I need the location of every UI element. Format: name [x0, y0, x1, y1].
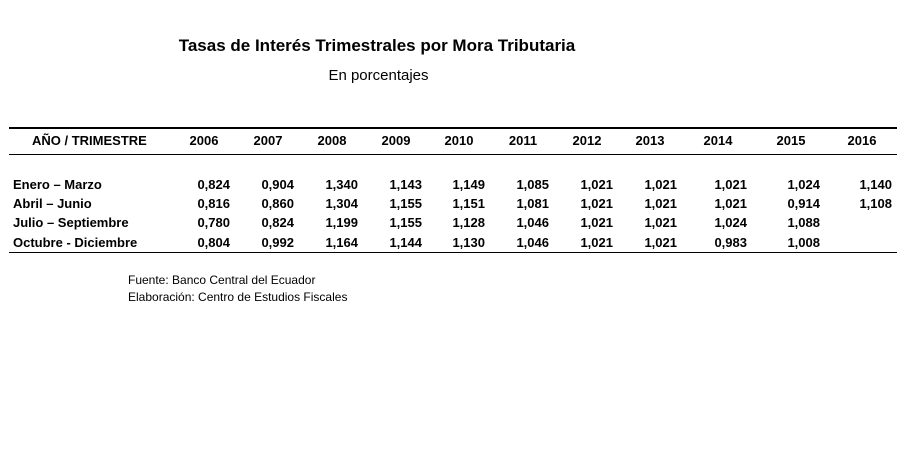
- table-cell: 1,046: [516, 235, 549, 250]
- header-year-2013: 2013: [635, 133, 665, 148]
- table-cell: 0,860: [261, 196, 294, 211]
- table-cell: 1,085: [516, 177, 549, 192]
- table-cell: 0,804: [197, 235, 230, 250]
- table-cell: 1,155: [389, 196, 422, 211]
- table-cell: 1,128: [452, 215, 485, 230]
- table-cell: 1,155: [389, 215, 422, 230]
- table-cell: 0,992: [261, 235, 294, 250]
- table-cell: 1,021: [644, 235, 677, 250]
- table-cell: 1,340: [325, 177, 358, 192]
- table-cell: 1,021: [644, 196, 677, 211]
- table-cell: 0,780: [197, 215, 230, 230]
- table-cell: 1,164: [325, 235, 358, 250]
- table-cell: 1,021: [714, 177, 747, 192]
- table-cell: 1,304: [325, 196, 358, 211]
- row-label: Enero – Marzo: [13, 177, 102, 192]
- table-cell: 1,108: [859, 196, 892, 211]
- page-subtitle: En porcentajes: [328, 67, 429, 84]
- header-year-2011: 2011: [508, 133, 538, 148]
- table-cell: 1,008: [787, 235, 820, 250]
- table-cell: 1,021: [580, 235, 613, 250]
- table-cell: 1,088: [787, 215, 820, 230]
- table-cell: 0,824: [261, 215, 294, 230]
- header-year-2015: 2015: [776, 133, 806, 148]
- table-cell: 1,021: [644, 215, 677, 230]
- table-top-rule: [9, 127, 897, 129]
- row-label: Abril – Junio: [13, 196, 92, 211]
- header-label: AÑO / TRIMESTRE: [32, 133, 147, 148]
- row-label: Julio – Septiembre: [13, 215, 129, 230]
- header-year-2012: 2012: [572, 133, 602, 148]
- header-year-2009: 2009: [381, 133, 411, 148]
- table-cell: 1,021: [644, 177, 677, 192]
- footer-source: Fuente: Banco Central del Ecuador: [128, 273, 316, 287]
- table-cell: 1,149: [452, 177, 485, 192]
- table-bottom-rule: [9, 252, 897, 253]
- header-year-2008: 2008: [317, 133, 347, 148]
- table-cell: 1,046: [516, 215, 549, 230]
- table-cell: 1,021: [714, 196, 747, 211]
- row-label: Octubre - Diciembre: [13, 235, 138, 250]
- table-cell: 1,130: [452, 235, 485, 250]
- table-cell: 0,914: [787, 196, 820, 211]
- table-cell: 0,824: [197, 177, 230, 192]
- header-year-2014: 2014: [703, 133, 733, 148]
- table-cell: 1,021: [580, 196, 613, 211]
- table-cell: 1,024: [787, 177, 820, 192]
- footer-elaboration: Elaboración: Centro de Estudios Fiscales: [128, 290, 348, 304]
- table-cell: 1,021: [580, 215, 613, 230]
- header-bottom-rule: [9, 154, 897, 155]
- page-title: Tasas de Interés Trimestrales por Mora T…: [178, 36, 576, 55]
- table-cell: 0,904: [261, 177, 294, 192]
- table-cell: 1,199: [325, 215, 358, 230]
- table-cell: 0,816: [197, 196, 230, 211]
- header-year-2010: 2010: [444, 133, 474, 148]
- table-cell: 1,021: [580, 177, 613, 192]
- header-year-2016: 2016: [847, 133, 877, 148]
- table-cell: 1,151: [452, 196, 485, 211]
- table-cell: 0,983: [714, 235, 747, 250]
- header-year-2007: 2007: [253, 133, 283, 148]
- header-year-2006: 2006: [189, 133, 219, 148]
- table-cell: 1,140: [859, 177, 892, 192]
- table-cell: 1,081: [516, 196, 549, 211]
- table-cell: 1,144: [389, 235, 422, 250]
- table-cell: 1,143: [389, 177, 422, 192]
- table-cell: 1,024: [714, 215, 747, 230]
